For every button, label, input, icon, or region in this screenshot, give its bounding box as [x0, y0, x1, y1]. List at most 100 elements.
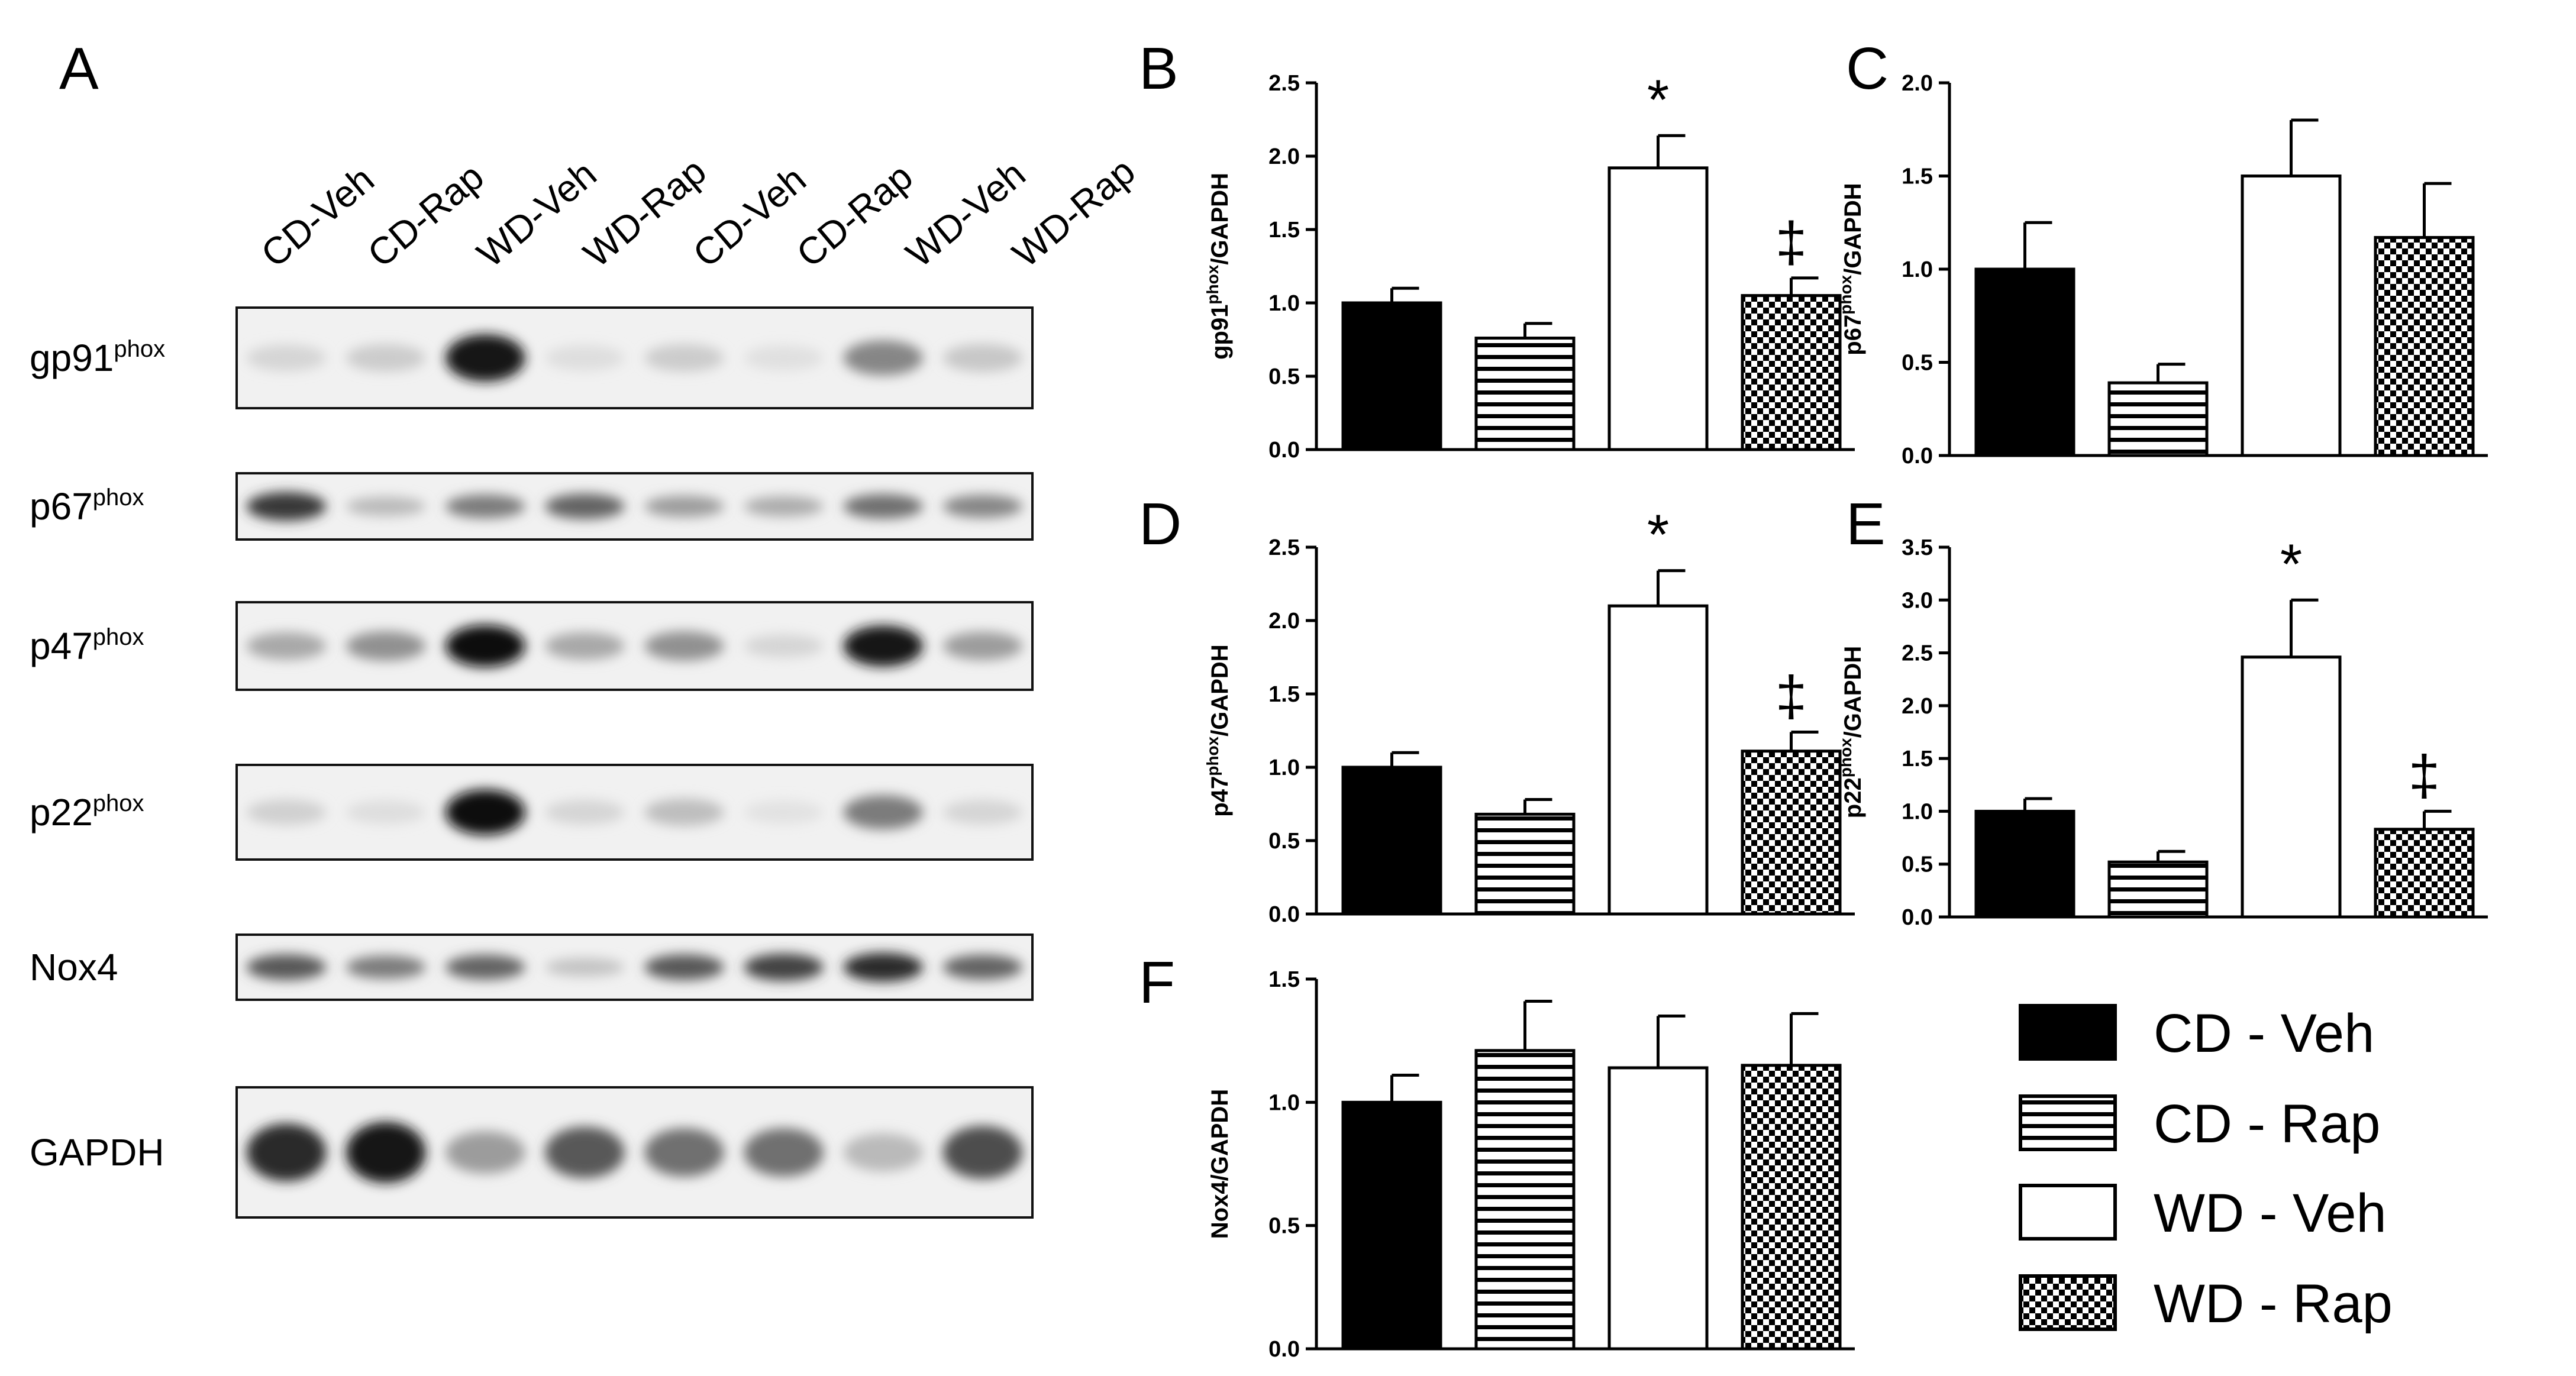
bar-wd-veh — [1607, 1066, 1709, 1351]
y-tick-label: 0.0 — [1902, 444, 1933, 469]
blot-band — [446, 954, 525, 980]
blot-band — [446, 1131, 525, 1174]
blot-band — [942, 1126, 1023, 1179]
blot-band — [246, 1123, 327, 1181]
legend-label: CD - Veh — [2154, 1003, 2374, 1064]
legend-item-cd-rap: CD - Rap — [2019, 1094, 2380, 1154]
y-tick-label: 1.0 — [1268, 755, 1300, 780]
blot-band — [545, 493, 625, 519]
blot-band — [644, 344, 724, 372]
y-tick-label: 1.5 — [1902, 164, 1933, 189]
blot-band — [545, 1126, 625, 1178]
blot-band — [446, 334, 525, 382]
y-tick-label: 1.0 — [1902, 257, 1933, 282]
blot-band — [545, 958, 625, 977]
y-axis-label: gp91phox/GAPDH — [1203, 173, 1233, 360]
legend-swatch — [2019, 1094, 2117, 1151]
blot-band — [246, 344, 327, 372]
blot-band — [346, 344, 426, 372]
bar-panels: B 0.0 0.5 1.0 1.5 2.0 2.5 gp91phox/GAPDH * ‡ C 0.0 0… — [1139, 35, 2488, 1362]
blot-row-nox4: Nox4 — [30, 934, 1034, 1001]
bar-wd-veh — [1607, 604, 1709, 916]
blot-band — [545, 345, 625, 371]
blot-band — [446, 494, 525, 519]
blot-band — [644, 798, 724, 826]
blot-label: gp91phox — [30, 336, 165, 379]
legend-label: WD - Veh — [2154, 1183, 2387, 1243]
blot-row-gp91: gp91phox — [30, 306, 1034, 409]
lane-label-3: WD-Veh — [469, 152, 605, 275]
legend-swatch — [2019, 1004, 2117, 1061]
blot-band — [744, 1128, 824, 1177]
blot-band — [346, 496, 426, 516]
y-tick-label: 0.5 — [1268, 1214, 1300, 1239]
blot-row-gapdh: GAPDH — [30, 1086, 1034, 1219]
blot-label: Nox4 — [30, 946, 118, 989]
y-tick-label: 2.0 — [1268, 144, 1300, 169]
blot-band — [246, 954, 327, 980]
significance-star: * — [1647, 68, 1669, 131]
y-tick-label: 1.5 — [1268, 967, 1300, 992]
blot-band — [843, 625, 924, 667]
y-tick-label: 2.0 — [1268, 609, 1300, 634]
y-tick-label: 0.0 — [1268, 438, 1300, 463]
y-tick-label: 2.5 — [1902, 641, 1933, 666]
legend-swatch — [2019, 1274, 2117, 1331]
significance-star: * — [1647, 503, 1669, 567]
blot-band — [246, 492, 327, 521]
legend-swatch — [2019, 1184, 2117, 1241]
blot-band — [942, 632, 1023, 660]
lane-label-2: CD-Rap — [360, 155, 492, 276]
y-tick-label: 3.5 — [1902, 535, 1933, 560]
panel-b: B 0.0 0.5 1.0 1.5 2.0 2.5 gp91phox/GAPDH * ‡ — [1139, 35, 1855, 463]
significance-star: * — [2280, 532, 2302, 596]
bar-cd-rap — [1474, 1049, 1576, 1351]
blot-band — [942, 954, 1023, 980]
y-tick-label: 0.5 — [1268, 829, 1300, 854]
y-axis-label: p22phox/GAPDH — [1836, 646, 1866, 818]
bar-wd-rap — [1741, 294, 1842, 451]
lane-label-6: CD-Rap — [789, 155, 921, 276]
bar-wd-rap — [1741, 1064, 1842, 1351]
blot-label: p47phox — [30, 624, 144, 667]
bar-cd-rap — [1474, 337, 1576, 451]
blot-band — [942, 495, 1023, 518]
blot-label: p22phox — [30, 790, 144, 834]
panel-letter: B — [1139, 35, 1179, 102]
bar-cd-rap — [2107, 860, 2209, 919]
bar-wd-rap — [2374, 828, 2475, 919]
significance-double-dagger: ‡ — [2409, 744, 2440, 807]
y-tick-label: 0.0 — [1268, 1337, 1300, 1362]
bar-cd-rap — [1474, 812, 1576, 916]
blot-band — [942, 344, 1023, 372]
y-axis-label: p47phox/GAPDH — [1203, 644, 1233, 816]
blot-band — [545, 799, 625, 825]
blot-band — [843, 795, 924, 829]
panel-letter: E — [1846, 491, 1886, 557]
bar-wd-rap — [1741, 750, 1842, 916]
y-tick-label: 1.5 — [1268, 218, 1300, 243]
lane-label-1: CD-Veh — [253, 158, 382, 276]
bar-wd-veh — [2241, 175, 2342, 457]
blot-band — [644, 631, 724, 661]
bar-wd-veh — [1607, 166, 1709, 451]
bar-cd-veh — [1341, 301, 1442, 451]
bar-cd-rap — [2107, 381, 2209, 457]
panel-letter: D — [1139, 491, 1182, 557]
y-axis-label: p67phox/GAPDH — [1836, 183, 1866, 355]
legend-item-wd-rap: WD - Rap — [2019, 1274, 2393, 1334]
blot-band — [446, 789, 525, 835]
legend-label: CD - Rap — [2154, 1094, 2380, 1154]
blot-rows: gp91phox p67phox p47phox p22phox Nox4 GAPDH — [30, 306, 1034, 1219]
y-tick-label: 0.0 — [1902, 905, 1933, 930]
blot-band — [346, 800, 426, 825]
legend-item-cd-veh: CD - Veh — [2019, 1003, 2374, 1064]
legend: CD - Veh CD - Rap WD - Veh WD - Rap — [2019, 1003, 2393, 1334]
blot-row-p67: p67phox — [30, 472, 1034, 541]
blot-band — [346, 955, 426, 979]
panel-e: E 0.0 0.5 1.0 1.5 2.0 2.5 3.0 3.5 p22phox/GAPDH * ‡ — [1836, 491, 2488, 930]
y-tick-label: 2.5 — [1268, 71, 1300, 96]
y-tick-label: 1.5 — [1268, 682, 1300, 707]
blot-band — [744, 345, 824, 371]
y-tick-label: 1.0 — [1268, 291, 1300, 316]
